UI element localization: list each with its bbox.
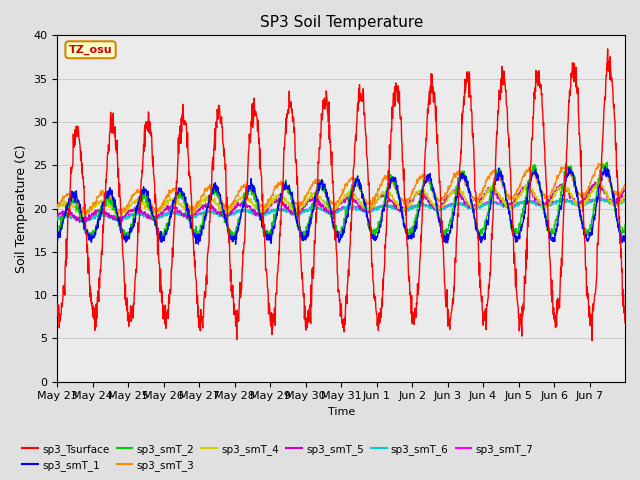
sp3_smT_2: [54, 236, 61, 242]
sp3_smT_6: [316, 205, 324, 211]
sp3_smT_6: [621, 198, 629, 204]
sp3_smT_6: [597, 194, 605, 200]
sp3_smT_7: [143, 212, 150, 218]
Text: TZ_osu: TZ_osu: [68, 45, 113, 55]
sp3_smT_7: [559, 196, 566, 202]
Line: sp3_smT_1: sp3_smT_1: [58, 167, 625, 244]
sp3_smT_3: [327, 199, 335, 204]
sp3_Tsurface: [316, 146, 323, 152]
sp3_Tsurface: [614, 199, 622, 205]
sp3_smT_7: [80, 217, 88, 223]
sp3_smT_4: [614, 202, 622, 208]
sp3_smT_1: [614, 222, 622, 228]
sp3_smT_4: [559, 185, 566, 191]
sp3_smT_3: [82, 211, 90, 216]
sp3_smT_7: [54, 213, 61, 219]
sp3_smT_4: [621, 193, 629, 199]
sp3_smT_6: [327, 209, 335, 215]
sp3_smT_1: [621, 234, 629, 240]
Title: SP3 Soil Temperature: SP3 Soil Temperature: [259, 15, 423, 30]
sp3_smT_2: [614, 224, 622, 230]
sp3_smT_2: [228, 239, 236, 245]
sp3_Tsurface: [588, 338, 596, 344]
sp3_smT_5: [316, 202, 324, 207]
sp3_smT_5: [614, 196, 622, 202]
sp3_smT_2: [621, 222, 629, 228]
sp3_smT_2: [476, 229, 483, 235]
sp3_Tsurface: [604, 46, 611, 52]
sp3_smT_6: [54, 217, 61, 223]
sp3_smT_5: [76, 219, 83, 225]
sp3_smT_5: [54, 213, 61, 219]
sp3_smT_2: [327, 214, 335, 220]
sp3_smT_1: [602, 164, 609, 169]
Y-axis label: Soil Temperature (C): Soil Temperature (C): [15, 144, 28, 273]
sp3_Tsurface: [54, 301, 61, 307]
sp3_smT_5: [143, 215, 150, 220]
sp3_smT_6: [559, 198, 566, 204]
sp3_smT_3: [316, 178, 324, 184]
Line: sp3_smT_5: sp3_smT_5: [58, 182, 625, 222]
sp3_smT_4: [143, 205, 150, 211]
Line: sp3_smT_4: sp3_smT_4: [58, 182, 625, 216]
sp3_smT_7: [614, 200, 622, 205]
sp3_Tsurface: [621, 320, 629, 325]
sp3_smT_4: [593, 180, 601, 185]
sp3_smT_2: [142, 200, 150, 205]
sp3_smT_1: [476, 237, 483, 243]
sp3_smT_7: [316, 206, 324, 212]
sp3_smT_5: [476, 200, 483, 205]
sp3_smT_3: [143, 198, 150, 204]
Line: sp3_smT_3: sp3_smT_3: [58, 162, 625, 214]
sp3_smT_3: [559, 166, 566, 171]
sp3_Tsurface: [475, 268, 483, 274]
sp3_smT_5: [327, 210, 335, 216]
sp3_smT_3: [621, 181, 629, 187]
sp3_smT_6: [77, 219, 84, 225]
Line: sp3_Tsurface: sp3_Tsurface: [58, 49, 625, 341]
sp3_Tsurface: [558, 252, 566, 257]
sp3_smT_2: [604, 159, 611, 165]
sp3_Tsurface: [142, 126, 150, 132]
sp3_smT_6: [143, 213, 150, 218]
sp3_smT_1: [232, 241, 239, 247]
Line: sp3_smT_6: sp3_smT_6: [58, 197, 625, 222]
sp3_smT_1: [316, 181, 324, 187]
Line: sp3_smT_7: sp3_smT_7: [58, 198, 625, 220]
sp3_smT_7: [476, 203, 483, 209]
sp3_smT_3: [614, 189, 622, 195]
sp3_smT_6: [476, 205, 483, 211]
Line: sp3_smT_2: sp3_smT_2: [58, 162, 625, 242]
sp3_smT_6: [614, 200, 622, 206]
X-axis label: Time: Time: [328, 407, 355, 417]
sp3_smT_4: [327, 206, 335, 212]
sp3_smT_3: [54, 202, 61, 208]
sp3_smT_5: [559, 184, 566, 190]
sp3_smT_7: [621, 197, 629, 203]
sp3_smT_1: [54, 239, 61, 245]
sp3_smT_5: [621, 188, 629, 194]
sp3_smT_4: [476, 201, 483, 206]
sp3_smT_4: [54, 205, 61, 211]
Legend: sp3_Tsurface, sp3_smT_1, sp3_smT_2, sp3_smT_3, sp3_smT_4, sp3_smT_5, sp3_smT_6, : sp3_Tsurface, sp3_smT_1, sp3_smT_2, sp3_…: [18, 439, 538, 475]
sp3_smT_5: [591, 179, 599, 185]
sp3_smT_7: [327, 208, 335, 214]
sp3_smT_4: [114, 214, 122, 219]
sp3_Tsurface: [326, 137, 334, 143]
sp3_smT_4: [316, 194, 324, 200]
sp3_smT_1: [327, 205, 335, 211]
sp3_smT_2: [559, 186, 566, 192]
sp3_smT_3: [476, 192, 483, 198]
sp3_smT_3: [598, 159, 605, 165]
sp3_smT_7: [594, 195, 602, 201]
sp3_smT_1: [559, 195, 566, 201]
sp3_smT_2: [316, 185, 324, 191]
sp3_smT_1: [142, 187, 150, 192]
